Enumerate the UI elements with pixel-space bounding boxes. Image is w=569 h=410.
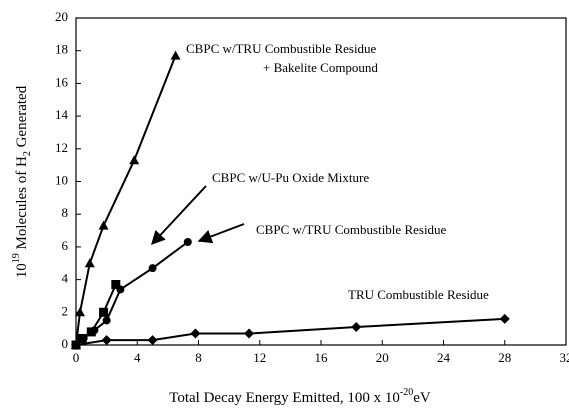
x-label-unit: eV [413,390,431,406]
y-tick-label: 18 [55,42,68,57]
data-point [129,155,140,165]
y-label-pre: 10 [14,263,30,278]
x-tick-label: 24 [437,350,451,365]
data-point [84,258,95,268]
series-line [75,317,505,346]
y-tick-label: 2 [62,303,69,318]
x-tick-label: 12 [253,350,266,365]
annotation: CBPC w/U-Pu Oxide Mixture [212,170,369,185]
annotation: CBPC w/TRU Combustible Residue [256,222,447,237]
y-label-sub: 2 [22,151,33,156]
arrow [197,223,245,244]
y-tick-label: 6 [62,238,69,253]
data-point [147,335,158,346]
data-point [116,285,125,294]
data-point [148,264,157,273]
y-axis-label: 1019 Molecules of H2 Generated [11,85,33,278]
y-tick-label: 12 [55,140,68,155]
x-tick-label: 8 [195,350,202,365]
x-label-sup: -20 [400,387,413,398]
data-point [244,328,255,339]
data-point [101,335,112,346]
x-tick-label: 0 [73,350,80,365]
y-label-mid: Molecules of H [14,156,30,253]
y-tick-label: 8 [62,205,69,220]
data-point [99,307,109,317]
x-tick-label: 32 [560,350,569,365]
annotation: CBPC w/TRU Combustible Residue [186,41,377,56]
y-label-sup: 19 [11,253,22,263]
data-point [499,313,510,324]
annotation: + Bakelite Compound [263,60,378,75]
x-label-text: Total Decay Energy Emitted, 100 x 10 [169,390,400,406]
y-tick-label: 0 [62,336,69,351]
data-point [98,220,109,230]
x-tick-label: 16 [315,350,329,365]
x-axis-label: Total Decay Energy Emitted, 100 x 10-20e… [169,387,431,406]
arrow [151,185,207,246]
annotation: TRU Combustible Residue [348,287,489,302]
y-tick-label: 16 [55,74,69,89]
x-tick-label: 4 [134,350,141,365]
data-point [90,326,99,335]
data-point [79,334,88,343]
y-tick-label: 20 [55,9,68,24]
series-line [75,55,177,346]
data-point [351,322,362,333]
data-point [71,340,81,350]
data-point [183,237,192,246]
data-point [102,316,111,325]
data-point [170,50,181,60]
y-label-post: Generated [14,85,30,151]
y-tick-label: 4 [62,271,69,286]
y-tick-label: 14 [55,107,69,122]
data-point [74,307,85,317]
data-point [190,328,201,339]
x-tick-label: 28 [498,350,511,365]
y-tick-label: 10 [55,172,68,187]
x-tick-label: 20 [376,350,389,365]
data-point [111,280,121,290]
